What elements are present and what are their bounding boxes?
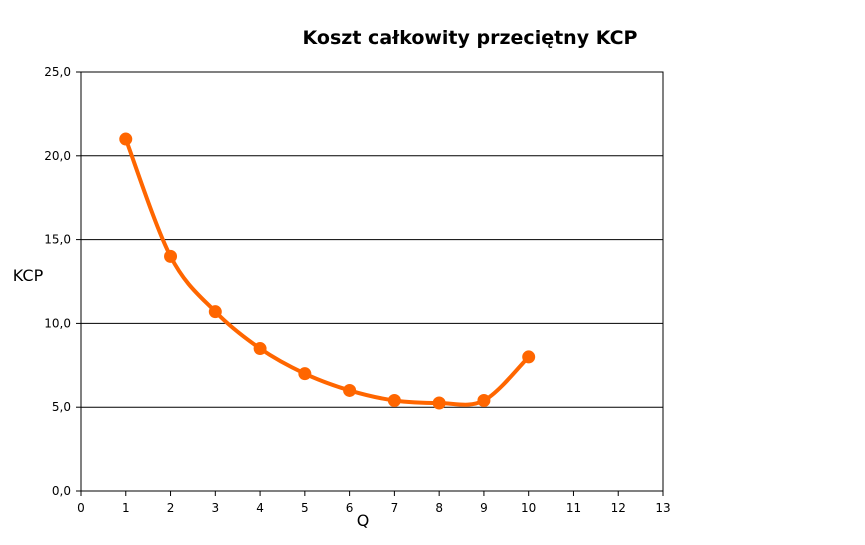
data-point — [298, 367, 312, 381]
y-tick-label: 25,0 — [44, 65, 71, 79]
y-tick-label: 5,0 — [52, 400, 71, 414]
plot-area — [80, 71, 664, 492]
x-tick-label: 6 — [346, 501, 354, 515]
y-tick-label: 10,0 — [44, 316, 71, 330]
x-tick-label: 10 — [521, 501, 536, 515]
data-point — [208, 305, 222, 319]
x-axis: 0 1 2 3 4 5 6 7 8 9 10 11 12 13 — [77, 491, 671, 515]
x-tick-label: 4 — [256, 501, 264, 515]
series — [119, 132, 536, 410]
y-axis: 0,0 5,0 10,0 15,0 20,0 25,0 — [44, 65, 81, 498]
x-axis-title: Q — [357, 511, 370, 530]
data-point — [164, 249, 178, 263]
x-tick-label: 7 — [391, 501, 399, 515]
x-tick-label: 0 — [77, 501, 85, 515]
y-tick-label: 15,0 — [44, 233, 71, 247]
data-point — [432, 396, 446, 410]
y-tick-label: 0,0 — [52, 484, 71, 498]
data-point — [522, 350, 536, 364]
data-point — [343, 383, 357, 397]
x-tick-label: 1 — [122, 501, 130, 515]
grid-lines — [81, 155, 663, 408]
x-tick-label: 5 — [301, 501, 309, 515]
x-tick-label: 12 — [611, 501, 626, 515]
data-point — [387, 393, 401, 407]
x-tick-label: 2 — [167, 501, 175, 515]
data-point — [477, 393, 491, 407]
x-tick-label: 11 — [566, 501, 581, 515]
data-point — [253, 342, 267, 356]
x-tick-label: 9 — [480, 501, 488, 515]
chart-title: Koszt całkowity przeciętny KCP — [303, 27, 638, 49]
y-tick-label: 20,0 — [44, 149, 71, 163]
x-tick-label: 13 — [655, 501, 670, 515]
y-axis-title: KCP — [13, 266, 44, 285]
x-tick-label: 8 — [435, 501, 443, 515]
series-line — [123, 137, 531, 407]
data-point — [119, 132, 133, 146]
x-tick-label: 3 — [211, 501, 219, 515]
